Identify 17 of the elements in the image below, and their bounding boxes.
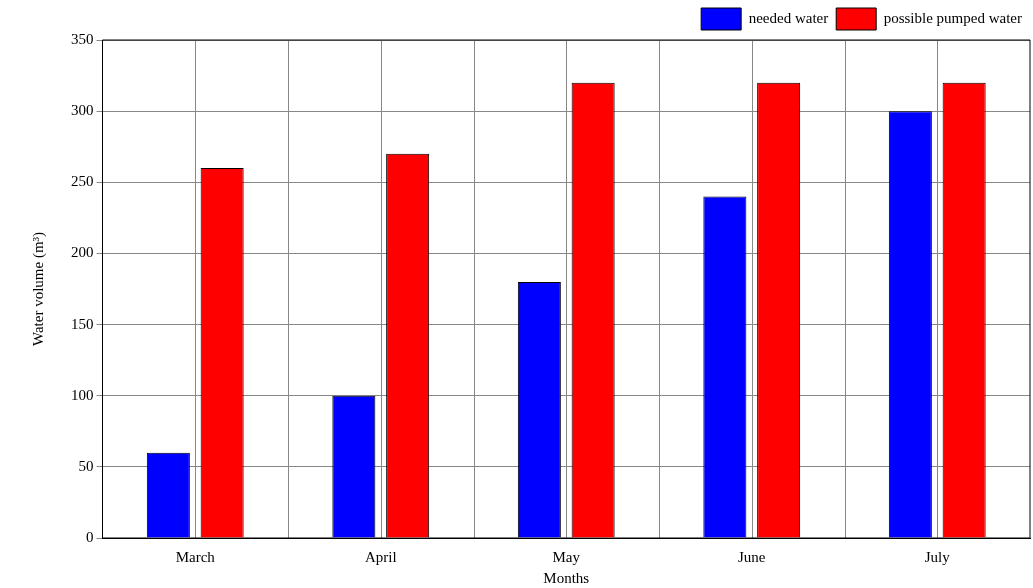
y-tick-label: 0 xyxy=(86,528,94,545)
x-tick-label: April xyxy=(364,548,397,565)
x-tick-label: July xyxy=(924,548,951,565)
y-tick-label: 150 xyxy=(71,315,94,332)
x-tick-label: March xyxy=(175,548,216,565)
y-tick-label: 300 xyxy=(71,102,94,119)
legend-label: needed water xyxy=(748,9,829,26)
y-tick-label: 250 xyxy=(71,173,94,190)
y-axis-title: Water volume (m³) xyxy=(29,231,47,347)
x-axis-title: Months xyxy=(543,569,590,586)
x-tick-label: May xyxy=(552,548,581,565)
y-tick-label: 100 xyxy=(71,386,94,403)
y-tick-label: 350 xyxy=(71,30,94,47)
y-tick-label: 50 xyxy=(78,457,94,474)
legend-label: possible pumped water xyxy=(883,9,1023,26)
y-tick-label: 200 xyxy=(71,244,94,261)
x-tick-label: June xyxy=(738,548,766,565)
